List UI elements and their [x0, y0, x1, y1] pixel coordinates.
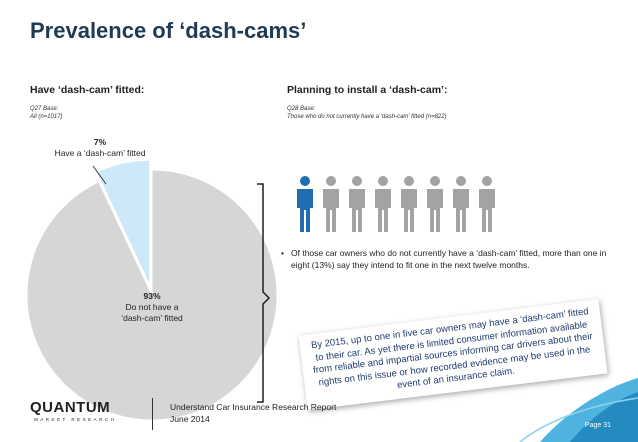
person-icon [375, 176, 391, 232]
person-icon [323, 176, 339, 232]
person-icon [479, 176, 495, 232]
pie-leader-line [92, 165, 107, 185]
pie-slice-fitted [95, 159, 151, 286]
fitted-heading: Have ‘dash-cam’ fitted: [30, 84, 145, 96]
fitted-base-question: Q27 Base: [30, 106, 59, 112]
bullet-dot: • [281, 248, 284, 258]
pie-text-fitted: Have a ‘dash-cam’ fitted [54, 148, 146, 158]
report-date: June 2014 [170, 414, 210, 424]
quantum-logo: QUANTUM [30, 399, 111, 416]
page-number: Page 31 [584, 422, 611, 429]
corner-wave-decoration [519, 378, 638, 442]
pie-slice-not-fitted [26, 169, 278, 421]
planning-heading: Planning to install a ‘dash-cam’: [287, 84, 448, 96]
quantum-logo-subtitle: MARKET RESEARCH [34, 417, 117, 422]
person-icon [401, 176, 417, 232]
pie-text-not-fitted-1: Do not have a [125, 302, 179, 312]
planning-base-n: Those who do not currently have a ‘dash-… [287, 114, 447, 120]
pie-label-fitted: 7% Have a ‘dash-cam’ fitted [40, 137, 160, 159]
page-title: Prevalence of ‘dash-cams’ [30, 18, 307, 43]
person-icon [427, 176, 443, 232]
person-icon [297, 176, 313, 232]
pie-text-not-fitted-2: ‘dash-cam’ fitted [121, 313, 183, 323]
fitted-base-n: All (n=1017) [30, 114, 63, 120]
pie-pct-not-fitted: 93% [143, 291, 161, 301]
pie-pct-fitted: 7% [93, 137, 107, 147]
bullet-text: Of those car owners who do not currently… [291, 248, 607, 270]
bracket-connector [257, 183, 271, 403]
person-icon [349, 176, 365, 232]
people-pictogram [297, 176, 495, 232]
planning-bullet: • Of those car owners who do not current… [281, 247, 617, 271]
report-info: Understand Car Insurance Research Report… [170, 401, 336, 425]
pie-label-not-fitted: 93% Do not have a ‘dash-cam’ fitted [92, 291, 212, 324]
person-icon [453, 176, 469, 232]
report-title: Understand Car Insurance Research Report [170, 402, 337, 412]
planning-base-question: Q28 Base: [287, 106, 316, 112]
footer-divider [152, 398, 153, 430]
